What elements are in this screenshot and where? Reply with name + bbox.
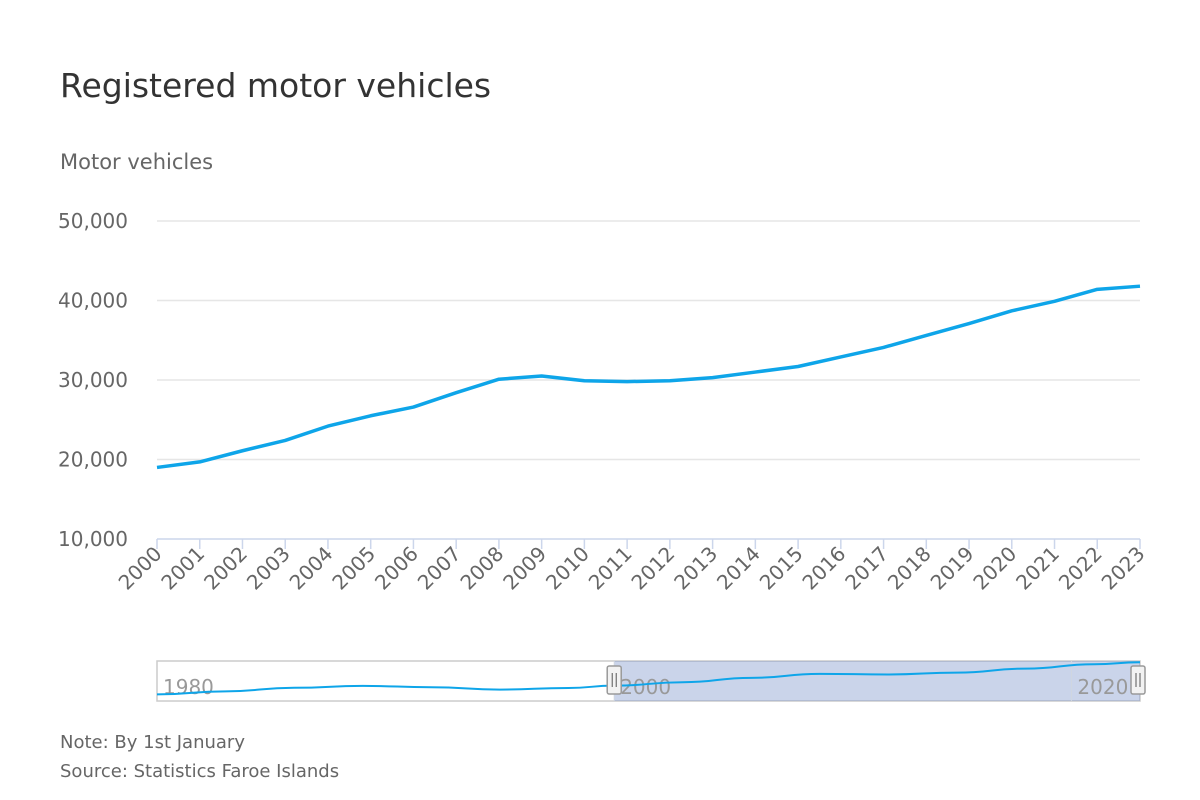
x-tick-label: 2013: [669, 542, 722, 595]
x-tick-label: 2004: [285, 542, 338, 595]
navigator-handle-left[interactable]: [606, 665, 622, 695]
y-tick-label: 50,000: [58, 209, 128, 233]
y-tick-label: 20,000: [58, 448, 128, 472]
y-tick-label: 30,000: [58, 368, 128, 392]
x-tick-label: 2019: [926, 542, 979, 595]
navigator-handle-right[interactable]: [1130, 665, 1146, 695]
x-tick-label: 2018: [883, 542, 936, 595]
x-tick-label: 2012: [626, 542, 679, 595]
x-tick-label: 2016: [797, 542, 850, 595]
chart-source: Source: Statistics Faroe Islands: [60, 761, 340, 782]
x-tick-label: 2015: [755, 542, 808, 595]
x-tick-label: 2020: [968, 542, 1021, 595]
x-tick-label: 2023: [1097, 542, 1150, 595]
x-tick-label: 2008: [455, 542, 508, 595]
navigator-frame: [156, 660, 1141, 702]
x-tick-label: 2010: [541, 542, 594, 595]
navigator-label: 2000: [620, 675, 671, 699]
x-tick-label: 2022: [1054, 542, 1107, 595]
chart-note: Note: By 1st January: [60, 732, 245, 753]
handle-grip-icon[interactable]: [1130, 665, 1146, 695]
x-tick-label: 2003: [242, 542, 295, 595]
x-tick-label: 2005: [327, 542, 380, 595]
x-tick-label: 2021: [1011, 542, 1064, 595]
navigator-series: [156, 661, 1141, 696]
series-line: [156, 284, 1141, 470]
x-tick-label: 2001: [156, 542, 209, 595]
navigator-label: 1980: [163, 675, 214, 699]
handle-grip-icon[interactable]: [606, 665, 622, 695]
x-tick-label: 2017: [840, 542, 893, 595]
y-axis-title: Motor vehicles: [60, 150, 214, 174]
y-tick-label: 10,000: [58, 527, 128, 551]
chart-title: Registered motor vehicles: [60, 66, 492, 105]
y-tick-label: 40,000: [58, 289, 128, 313]
x-tick-label: 2002: [199, 542, 252, 595]
x-tick-label: 2011: [584, 542, 637, 595]
x-tick-label: 2009: [498, 542, 551, 595]
x-tick-label: 2014: [712, 542, 765, 595]
x-tick-label: 2006: [370, 542, 423, 595]
x-tick-label: 2007: [413, 542, 466, 595]
navigator-label: 2020: [1077, 675, 1128, 699]
